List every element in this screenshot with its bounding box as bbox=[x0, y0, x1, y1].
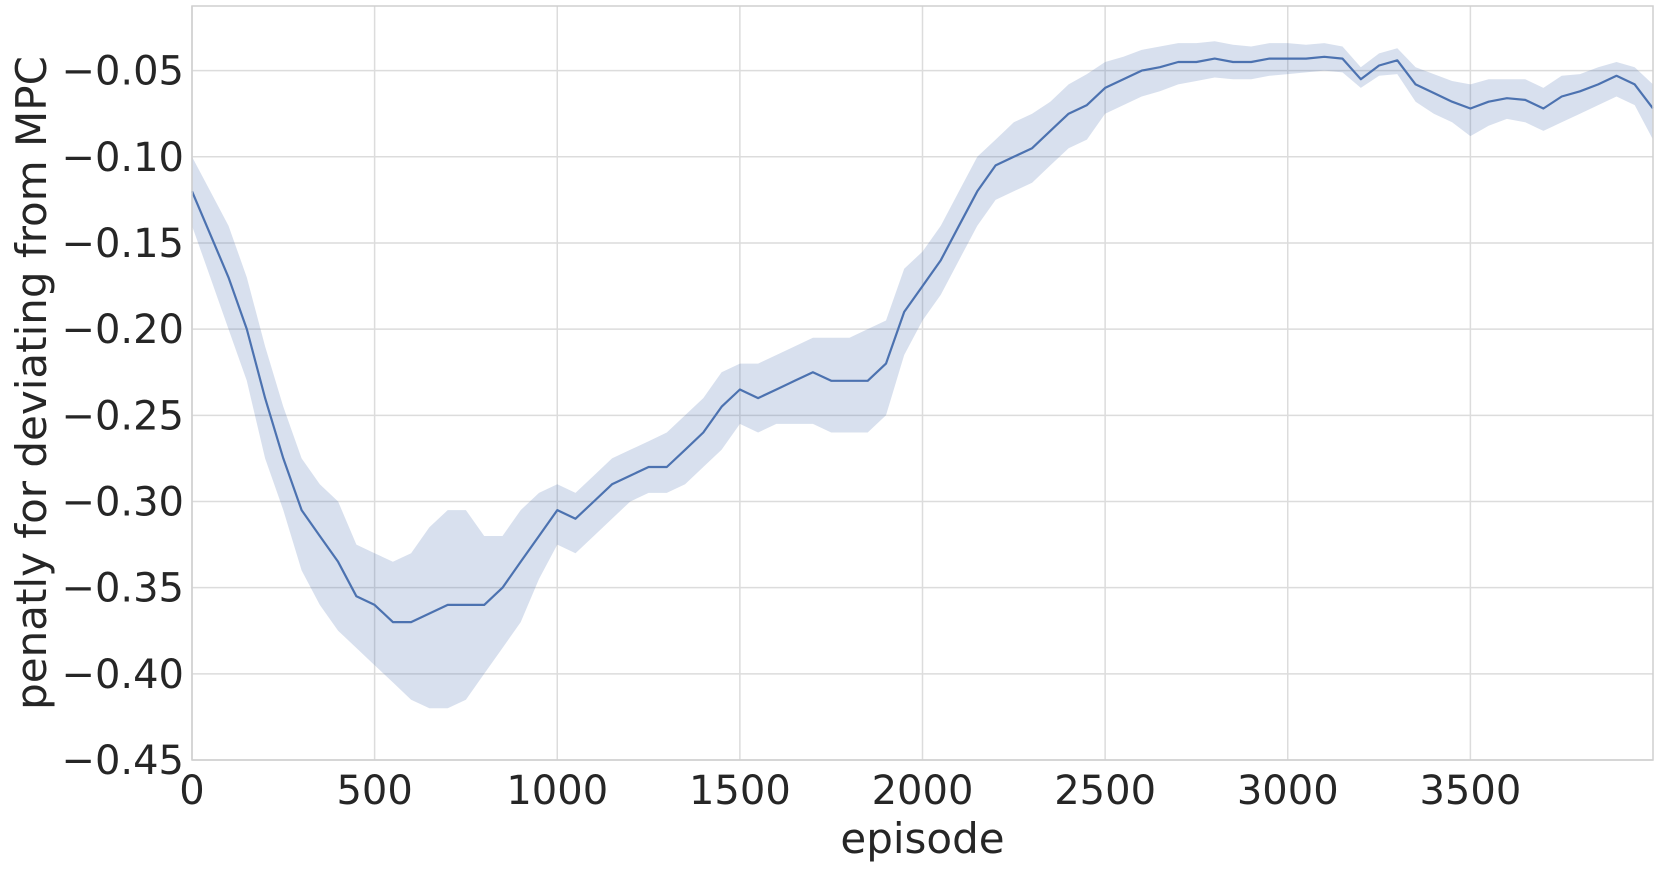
plot-frame bbox=[191, 5, 1654, 761]
x-tick-label: 1000 bbox=[506, 768, 608, 814]
x-axis-label: episode bbox=[840, 814, 1004, 863]
y-tick-label: −0.05 bbox=[61, 49, 184, 95]
confidence-band bbox=[192, 41, 1653, 709]
x-axis-ticks: 0 500 1000 1500 2000 2500 3000 3500 bbox=[179, 768, 1521, 814]
y-tick-label: −0.25 bbox=[61, 393, 184, 439]
y-axis-label: penatly for deviating from MPC bbox=[7, 56, 56, 710]
grid bbox=[191, 6, 1653, 761]
x-tick-label: 2000 bbox=[872, 768, 974, 814]
x-tick-label: 1500 bbox=[689, 768, 791, 814]
y-tick-label: −0.10 bbox=[61, 135, 184, 181]
y-tick-label: −0.15 bbox=[61, 221, 184, 267]
y-tick-label: −0.35 bbox=[61, 566, 184, 612]
x-tick-label: 3500 bbox=[1419, 768, 1521, 814]
y-tick-label: −0.30 bbox=[61, 479, 184, 525]
y-tick-label: −0.20 bbox=[61, 307, 184, 353]
x-tick-label: 0 bbox=[179, 768, 204, 814]
y-axis-ticks: −0.45 −0.40 −0.35 −0.30 −0.25 −0.20 −0.15 −0.10… bbox=[61, 49, 184, 784]
x-tick-label: 500 bbox=[336, 768, 412, 814]
y-tick-label: −0.40 bbox=[61, 652, 184, 698]
y-tick-label: −0.45 bbox=[61, 738, 184, 784]
x-tick-label: 3000 bbox=[1237, 768, 1339, 814]
mean-line bbox=[190, 55, 1654, 624]
x-tick-label: 2500 bbox=[1054, 768, 1156, 814]
